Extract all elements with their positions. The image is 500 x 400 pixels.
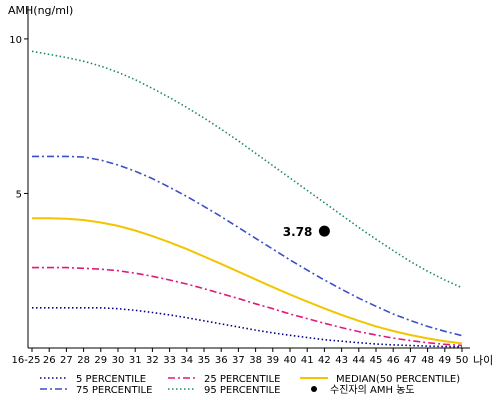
legend-label: 수진자의 AMH 농도 <box>330 384 415 396</box>
x-tick-label: 49 <box>438 355 451 366</box>
x-tick-label: 36 <box>215 355 228 366</box>
patient-point-layer: 3.78 <box>283 225 330 239</box>
series-line-25-percentile <box>32 266 463 347</box>
x-tick-label: 30 <box>112 355 125 366</box>
legend-label: MEDIAN(50 PERCENTILE) <box>336 374 460 385</box>
legend-label: 5 PERCENTILE <box>76 374 146 385</box>
series-line-median-50-percentile <box>32 217 463 345</box>
x-tick-label: 50 <box>456 355 469 366</box>
x-tick-label: 26 <box>43 355 56 366</box>
legend-label: 95 PERCENTILE <box>204 385 280 396</box>
patient-amh-value-label: 3.78 <box>283 225 313 239</box>
legend-swatch <box>311 386 317 392</box>
x-tick-label: 39 <box>266 355 279 366</box>
x-tick-label: 28 <box>77 355 90 366</box>
y-axis-title: AMH(ng/ml) <box>8 4 73 17</box>
x-tick-label: 44 <box>352 355 365 366</box>
x-tick-label: 32 <box>146 355 159 366</box>
x-tick-label: 41 <box>301 355 314 366</box>
x-tick-label: 48 <box>421 355 434 366</box>
chart-axes: AMH(ng/ml) 나이 5 10 16-25 26 27 28 29 30 31 32 33 34 35… <box>8 4 493 367</box>
series-line-5-percentile <box>32 306 463 348</box>
x-tick-label: 38 <box>249 355 262 366</box>
patient-amh-point <box>318 225 330 237</box>
x-tick-label: 16-25 <box>11 355 40 366</box>
series-line-95-percentile <box>31 50 463 289</box>
x-tick-label: 43 <box>335 355 348 366</box>
series-line-75-percentile <box>32 155 463 337</box>
x-tick-label: 47 <box>404 355 417 366</box>
x-tick-label: 42 <box>318 355 331 366</box>
y-tick-label: 10 <box>9 35 22 46</box>
x-tick-label: 34 <box>180 355 193 366</box>
x-tick-label: 31 <box>129 355 142 366</box>
y-tick-label: 5 <box>16 189 22 200</box>
x-axis-title: 나이 <box>473 354 493 367</box>
x-tick-label: 45 <box>370 355 383 366</box>
x-tick-label: 40 <box>284 355 297 366</box>
x-tick-label: 27 <box>60 355 73 366</box>
x-tick-label: 35 <box>198 355 211 366</box>
legend-label: 75 PERCENTILE <box>76 385 152 396</box>
series-layer <box>31 50 463 348</box>
x-tick-label: 29 <box>94 355 107 366</box>
chart-legend: 5 PERCENTILE 25 PERCENTILE MEDIAN(50 PERCE… <box>40 374 460 396</box>
legend-label: 25 PERCENTILE <box>204 374 280 385</box>
x-tick-label: 33 <box>163 355 176 366</box>
x-tick-label: 46 <box>387 355 400 366</box>
x-tick-label: 37 <box>232 355 245 366</box>
